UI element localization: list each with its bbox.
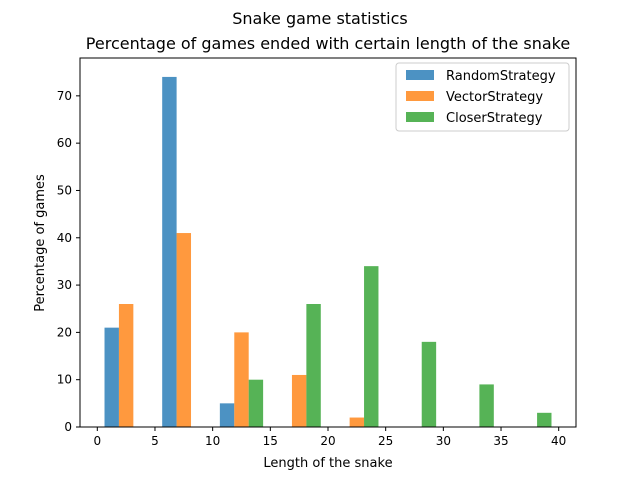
x-axis-label: Length of the snake <box>263 456 392 471</box>
bars-group <box>104 76 552 428</box>
y-tick-label: 60 <box>57 136 72 150</box>
x-tick-label: 5 <box>151 434 159 448</box>
legend-label-closerstrategy: CloserStrategy <box>446 111 543 126</box>
chart-title: Percentage of games ended with certain l… <box>86 34 570 53</box>
chart-suptitle: Snake game statistics <box>232 9 408 28</box>
bar-closerstrategy-1 <box>306 304 321 427</box>
y-axis-label: Percentage of games <box>33 174 48 312</box>
bar-vectorstrategy-1 <box>176 233 192 427</box>
axes-group: 0 5 10 15 20 25 30 35 40 0 10 20 30 40 50 60 70 <box>57 57 577 448</box>
x-tick-label: 10 <box>205 434 220 448</box>
bar-randomstrategy-2 <box>219 403 235 427</box>
bar-vectorstrategy-3 <box>291 374 307 427</box>
y-tick-label: 40 <box>57 231 72 245</box>
legend-box <box>395 62 570 132</box>
x-tick-label: 35 <box>493 434 508 448</box>
x-tick-label: 15 <box>263 434 278 448</box>
bar-closerstrategy-4 <box>479 384 494 427</box>
legend-swatch-randomstrategy <box>406 70 434 80</box>
y-tick-label: 0 <box>64 420 72 434</box>
x-tick-label: 40 <box>551 434 566 448</box>
x-tick-label: 0 <box>93 434 101 448</box>
y-tick-label: 20 <box>57 325 72 339</box>
legend-label-vectorstrategy: VectorStrategy <box>446 90 543 105</box>
x-tick-label: 30 <box>436 434 451 448</box>
bar-closerstrategy-0 <box>248 379 264 427</box>
legend-label-randomstrategy: RandomStrategy <box>446 69 556 84</box>
legend-swatch-vectorstrategy <box>406 91 434 101</box>
y-tick-label: 30 <box>57 278 72 292</box>
y-tick-label: 10 <box>57 373 72 387</box>
legend: RandomStrategy VectorStrategy CloserStrate… <box>395 62 570 132</box>
x-tick-label: 25 <box>378 434 393 448</box>
bar-vectorstrategy-0 <box>118 304 134 427</box>
bar-closerstrategy-5 <box>537 412 552 427</box>
bar-randomstrategy-0 <box>104 327 119 427</box>
bar-vectorstrategy-2 <box>234 332 249 427</box>
bar-randomstrategy-1 <box>162 76 177 428</box>
y-tick-label: 70 <box>57 89 72 103</box>
x-tick-label: 20 <box>320 434 335 448</box>
bar-closerstrategy-2 <box>364 266 379 427</box>
bar-vectorstrategy-4 <box>349 417 365 427</box>
y-tick-label: 50 <box>57 183 72 197</box>
legend-swatch-closerstrategy <box>406 112 434 122</box>
bar-closerstrategy-3 <box>421 341 437 427</box>
